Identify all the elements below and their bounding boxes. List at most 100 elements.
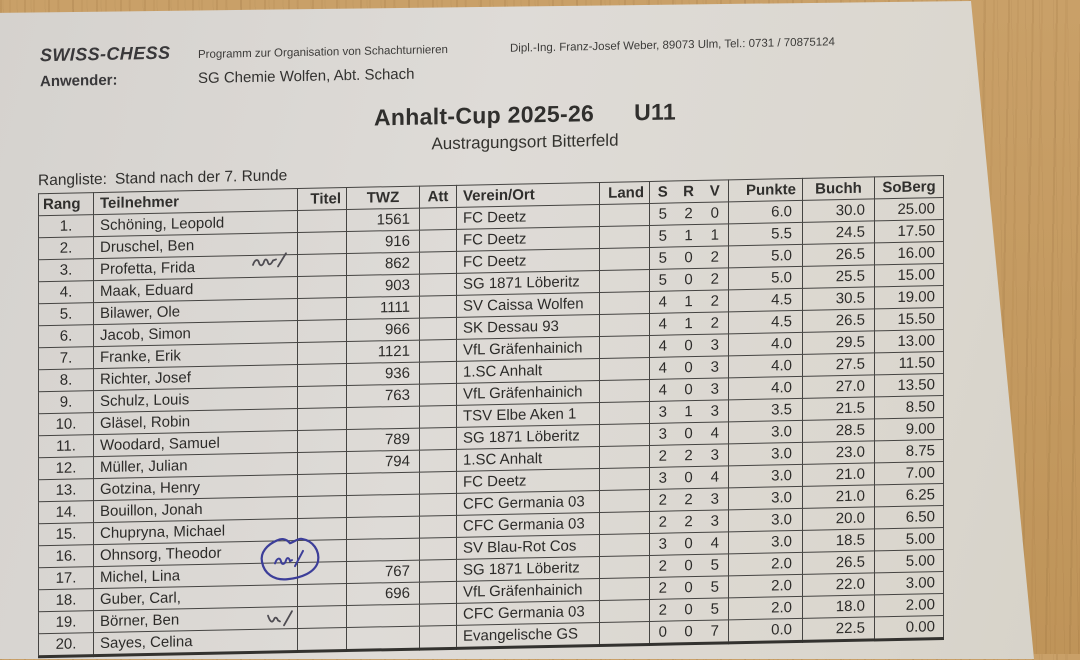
cell-att <box>419 471 457 495</box>
cell-att <box>419 339 457 363</box>
cell-v: 5 <box>701 553 729 577</box>
cell-titel <box>297 517 347 541</box>
cell-titel <box>297 539 347 563</box>
cell-twz <box>346 516 420 540</box>
cell-land <box>599 511 650 535</box>
cell-soberg: 19.00 <box>874 285 944 309</box>
cell-r: 0 <box>675 620 702 644</box>
cell-verein: FC Deetz <box>456 248 600 274</box>
cell-r: 1 <box>675 400 702 423</box>
cell-s: 5 <box>649 202 676 226</box>
cell-twz: 789 <box>346 428 420 452</box>
cell-punkte: 3.0 <box>728 420 803 444</box>
cell-twz <box>346 472 420 496</box>
cell-punkte: 0.0 <box>728 618 803 643</box>
cell-land <box>599 445 650 469</box>
cell-buchh: 22.5 <box>802 616 875 642</box>
cell-land <box>599 401 650 425</box>
cell-twz: 696 <box>346 582 420 606</box>
col-header-v: V <box>701 179 729 203</box>
cell-twz <box>346 494 420 518</box>
cell-land <box>599 577 650 601</box>
cell-twz: 794 <box>346 450 420 474</box>
cell-verein: SV Blau-Rot Cos <box>456 534 600 560</box>
cell-buchh: 26.5 <box>802 550 875 575</box>
cell-titel <box>297 561 347 585</box>
cell-titel <box>297 385 347 409</box>
cell-titel <box>297 363 347 387</box>
cell-s: 4 <box>649 378 676 402</box>
cell-rang: 19. <box>38 610 94 634</box>
cell-att <box>419 537 457 561</box>
cell-r: 1 <box>675 290 702 313</box>
cell-buchh: 22.0 <box>802 572 875 597</box>
cell-r: 0 <box>675 466 702 489</box>
cell-land <box>599 555 650 579</box>
cell-rang: 12. <box>38 456 94 480</box>
cell-titel <box>297 605 347 629</box>
col-header-twz: TWZ <box>346 186 420 210</box>
cell-land <box>599 467 650 491</box>
cell-titel <box>297 231 347 255</box>
cell-s: 5 <box>649 246 676 270</box>
cell-titel <box>297 297 347 321</box>
cell-s: 2 <box>649 576 676 600</box>
cell-rang: 8. <box>38 368 94 392</box>
cell-att <box>419 581 457 605</box>
cell-titel <box>297 319 347 343</box>
cell-rang: 1. <box>38 214 94 238</box>
cell-s: 2 <box>649 554 676 578</box>
cell-rang: 4. <box>38 280 94 304</box>
cell-att <box>419 449 457 473</box>
cell-soberg: 13.00 <box>874 329 944 353</box>
cell-s: 3 <box>649 400 676 424</box>
cell-buchh: 30.0 <box>802 198 875 223</box>
cell-buchh: 18.5 <box>802 528 875 553</box>
cell-att <box>419 273 457 297</box>
cell-verein: SV Caissa Wolfen <box>456 292 600 318</box>
cell-s: 3 <box>649 466 676 490</box>
cell-soberg: 6.50 <box>874 505 944 529</box>
cell-titel <box>297 627 347 652</box>
cell-att <box>419 603 457 627</box>
cell-punkte: 3.0 <box>728 486 803 510</box>
cell-r: 2 <box>675 202 702 225</box>
cell-verein: SG 1871 Löberitz <box>456 424 600 450</box>
cell-verein: TSV Elbe Aken 1 <box>456 402 600 428</box>
cell-r: 1 <box>675 224 702 247</box>
cell-r: 1 <box>675 312 702 335</box>
cell-punkte: 3.0 <box>728 530 803 554</box>
cell-rang: 10. <box>38 412 94 436</box>
cell-verein: Evangelische GS <box>456 622 600 649</box>
cell-twz: 1561 <box>346 208 420 232</box>
cell-rang: 13. <box>38 478 94 502</box>
cell-verein: VfL Gräfenhainich <box>456 336 600 362</box>
cell-buchh: 26.5 <box>802 242 875 267</box>
cell-buchh: 29.5 <box>802 330 875 355</box>
cell-land <box>599 357 650 381</box>
cell-soberg: 9.00 <box>874 417 944 441</box>
cell-v: 3 <box>701 377 729 401</box>
cell-verein: CFC Germania 03 <box>456 512 600 538</box>
cell-buchh: 21.0 <box>802 484 875 509</box>
cell-rang: 16. <box>38 544 94 568</box>
cell-s: 4 <box>649 356 676 380</box>
cell-land <box>599 247 650 271</box>
cell-soberg: 16.00 <box>874 241 944 265</box>
software-contact: Dipl.-Ing. Franz-Josef Weber, 89073 Ulm,… <box>510 36 835 55</box>
cell-att <box>419 427 457 451</box>
cell-r: 0 <box>675 554 702 577</box>
cell-v: 2 <box>701 267 729 291</box>
cell-land <box>599 533 650 557</box>
cell-verein: SG 1871 Löberitz <box>456 556 600 582</box>
cell-s: 4 <box>649 334 676 358</box>
cell-titel <box>297 451 347 475</box>
cell-s: 3 <box>649 532 676 556</box>
cell-rang: 3. <box>38 258 94 282</box>
cell-s: 4 <box>649 312 676 336</box>
cell-twz <box>346 604 420 628</box>
cell-v: 4 <box>701 531 729 555</box>
cell-punkte: 6.0 <box>728 200 803 224</box>
col-header-r: R <box>675 180 702 203</box>
cell-s: 2 <box>649 510 676 534</box>
